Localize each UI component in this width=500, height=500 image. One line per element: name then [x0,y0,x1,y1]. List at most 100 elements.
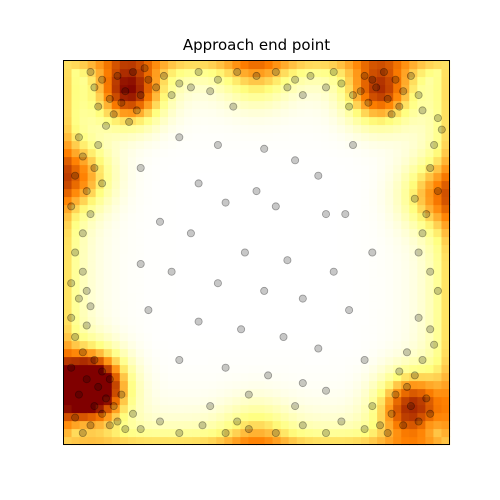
heatmap-cell [160,396,169,406]
heatmap-cell [216,300,225,310]
heatmap-cell [127,348,137,358]
heatmap-cell [320,380,330,390]
heatmap-cell [409,76,418,86]
scatter-point [175,428,184,437]
heatmap-cell [441,212,451,222]
heatmap-cell [433,132,443,142]
heatmap-cell [312,412,322,422]
heatmap-cell [79,428,89,438]
heatmap-cell [441,204,451,214]
scatter-point [298,421,307,430]
heatmap-cell [176,276,185,286]
heatmap-cell [417,108,426,118]
heatmap-cell [377,388,386,398]
heatmap-cell [87,412,97,422]
heatmap-cell [441,84,451,94]
heatmap-cell [232,292,242,302]
heatmap-cell [393,300,402,310]
scatter-point [410,371,419,380]
heatmap-cell [288,308,298,318]
heatmap-cell [224,108,233,118]
heatmap-cell [336,372,346,382]
heatmap-cell [264,60,274,70]
heatmap-cell [119,156,129,166]
heatmap-cell [361,76,370,86]
heatmap-cell [417,404,426,414]
heatmap-cell [79,164,89,174]
heatmap-cell [127,172,137,182]
heatmap-cell [248,348,258,358]
heatmap-cell [409,396,418,406]
heatmap-cell [288,148,298,158]
scatter-point [387,409,396,418]
scatter-point [221,428,230,437]
scatter-point [167,91,176,100]
heatmap-cell [103,156,113,166]
heatmap-cell [184,364,193,374]
heatmap-cell [151,364,161,374]
heatmap-cell [87,108,97,118]
heatmap-cell [248,140,258,150]
heatmap-cell [95,84,105,94]
heatmap-cell [336,436,346,446]
heatmap-cell [208,420,217,430]
heatmap-cell [119,396,129,406]
heatmap-cell [208,436,217,446]
heatmap-cell [296,380,306,390]
heatmap-cell [79,100,89,110]
heatmap-cell [361,348,370,358]
heatmap-cell [361,268,370,278]
heatmap-cell [232,300,242,310]
scatter-point [395,102,404,111]
scatter-point [368,248,377,257]
heatmap-cell [192,108,201,118]
heatmap-cell [312,252,322,262]
heatmap-cell [135,100,145,110]
heatmap-cell [401,228,410,238]
heatmap-cell [272,172,282,182]
heatmap-cell [361,380,370,390]
heatmap-cell [401,140,410,150]
heatmap-cell [216,212,225,222]
heatmap-cell [433,324,443,334]
heatmap-cell [127,428,137,438]
heatmap-cell [417,260,426,270]
scatter-point [105,94,114,103]
heatmap-cell [103,364,113,374]
scatter-point [86,302,95,311]
heatmap-cell [63,156,73,166]
scatter-point [113,71,122,80]
heatmap-cell [151,188,161,198]
heatmap-cell [151,228,161,238]
scatter-point [98,75,107,84]
heatmap-cell [353,308,362,318]
heatmap-cell [176,420,185,430]
heatmap-cell [272,156,282,166]
heatmap-cell [127,404,137,414]
heatmap-cell [361,220,370,230]
heatmap-cell [385,316,394,326]
heatmap-cell [353,404,362,414]
heatmap-cell [135,164,145,174]
heatmap-cell [143,252,153,262]
heatmap-cell [103,324,113,334]
heatmap-cell [401,428,410,438]
heatmap-cell [200,396,209,406]
heatmap-cell [369,324,378,334]
heatmap-cell [168,92,177,102]
heatmap-cell [224,308,233,318]
heatmap-cell [103,196,113,206]
heatmap-cell [240,356,250,366]
heatmap-cell [240,140,250,150]
heatmap-cell [240,148,250,158]
scatter-point [90,83,99,92]
heatmap-cell [71,164,81,174]
scatter-point [229,102,238,111]
heatmap-cell [328,140,338,150]
heatmap-cell [256,300,266,310]
heatmap-cell [71,276,81,286]
heatmap-cell [176,284,185,294]
heatmap-cell [151,132,161,142]
heatmap-cell [103,300,113,310]
heatmap-cell [353,284,362,294]
